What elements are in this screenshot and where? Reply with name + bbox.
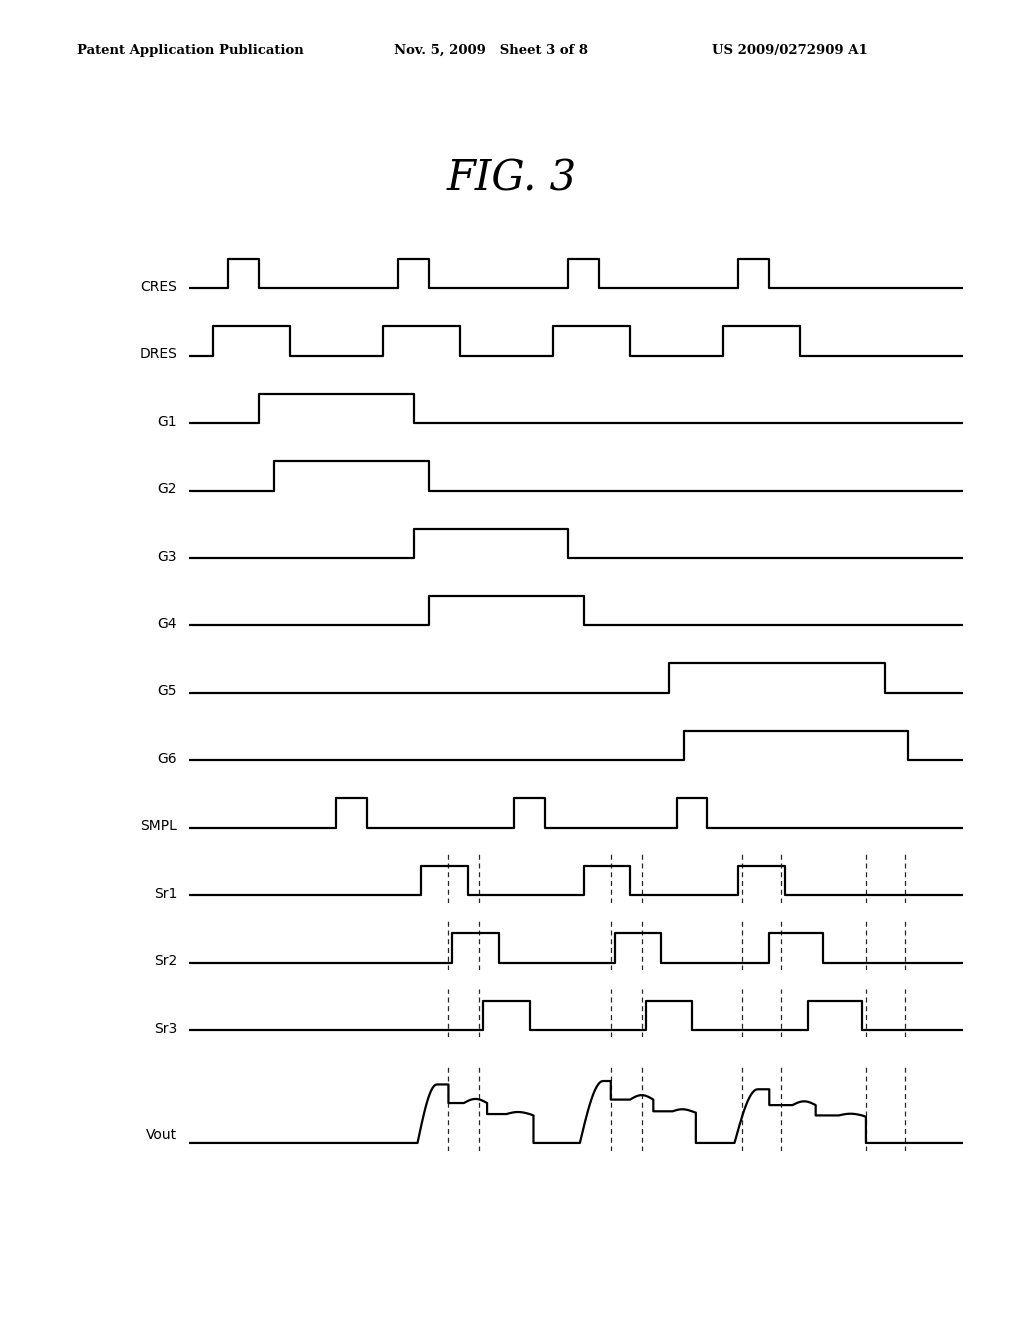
Text: US 2009/0272909 A1: US 2009/0272909 A1 bbox=[712, 44, 867, 57]
Text: CRES: CRES bbox=[140, 280, 177, 294]
Text: Nov. 5, 2009   Sheet 3 of 8: Nov. 5, 2009 Sheet 3 of 8 bbox=[394, 44, 588, 57]
Text: Vout: Vout bbox=[146, 1129, 177, 1143]
Text: Sr2: Sr2 bbox=[154, 954, 177, 968]
Text: SMPL: SMPL bbox=[140, 820, 177, 833]
Text: G6: G6 bbox=[158, 752, 177, 766]
Text: G5: G5 bbox=[158, 685, 177, 698]
Text: Sr3: Sr3 bbox=[154, 1022, 177, 1036]
Text: G4: G4 bbox=[158, 616, 177, 631]
Text: Patent Application Publication: Patent Application Publication bbox=[77, 44, 303, 57]
Text: G3: G3 bbox=[158, 549, 177, 564]
Text: DRES: DRES bbox=[139, 347, 177, 362]
Text: FIG. 3: FIG. 3 bbox=[446, 157, 578, 199]
Text: G1: G1 bbox=[158, 414, 177, 429]
Text: Sr1: Sr1 bbox=[154, 887, 177, 900]
Text: G2: G2 bbox=[158, 482, 177, 496]
